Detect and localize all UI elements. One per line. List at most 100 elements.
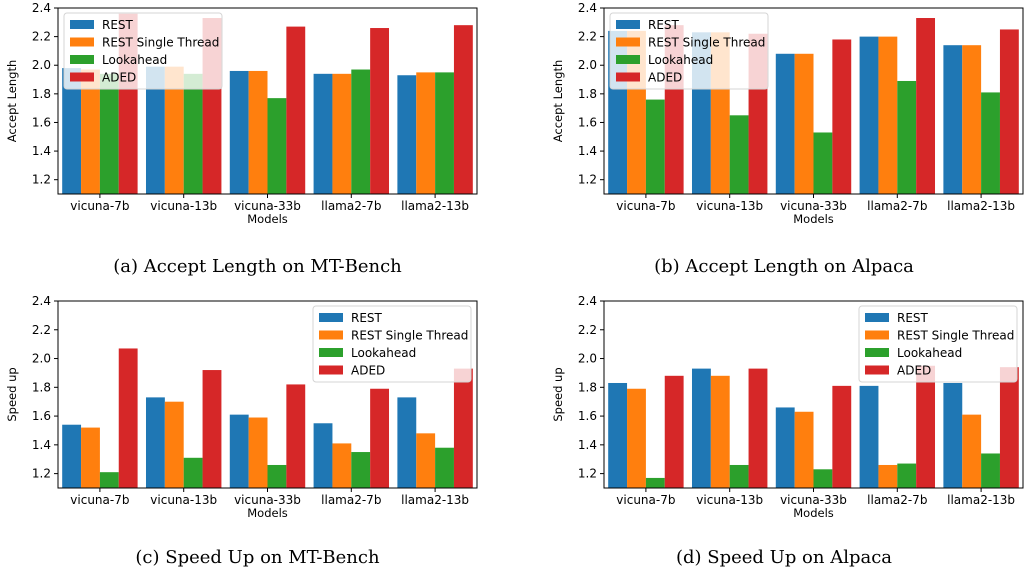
bar-aded-vicuna-7b (119, 348, 138, 488)
bar-rest-llama2-13b (943, 45, 962, 194)
bar-rest-single-thread-llama2-13b (416, 72, 435, 194)
y-axis-title: Accept Length (551, 60, 565, 143)
bar-aded-vicuna-13b (203, 370, 222, 488)
x-tick-label-vicuna-33b: vicuna-33b (234, 493, 301, 507)
y-tick-label: 1.4 (578, 438, 597, 452)
caption-d: (d) Speed Up on Alpaca (538, 547, 1030, 568)
y-axis-title: Accept Length (5, 60, 19, 143)
bar-rest-llama2-13b (397, 75, 416, 194)
legend-label-lookahead: Lookahead (648, 53, 713, 67)
y-tick-label: 1.4 (32, 438, 51, 452)
legend: REST REST Single Thread Lookahead ADED (64, 13, 222, 89)
bar-aded-llama2-13b (1000, 29, 1019, 194)
bar-lookahead-llama2-13b (435, 448, 454, 488)
bar-rest-single-thread-llama2-7b (332, 74, 351, 194)
x-tick-label-vicuna-13b: vicuna-13b (696, 493, 763, 507)
legend-label-aded: ADED (648, 71, 682, 85)
y-tick-label: 1.6 (578, 115, 597, 129)
chart-panel-c: 1.2 1.4 1.6 1.8 2.0 2.2 2.4 vicuna-7b vicuna-13b… (0, 290, 515, 530)
legend-swatch-rest (70, 20, 94, 29)
x-axis-title: Models (793, 212, 834, 226)
y-tick-label: 1.8 (32, 87, 51, 101)
bar-lookahead-vicuna-13b (184, 74, 203, 194)
x-tick-label-vicuna-33b: vicuna-33b (780, 493, 847, 507)
x-tick-label-llama2-7b: llama2-7b (867, 493, 927, 507)
y-tick-label: 2.4 (32, 294, 51, 308)
bar-aded-llama2-13b (454, 25, 473, 194)
bar-rest-vicuna-33b (230, 71, 249, 194)
legend: REST REST Single Thread Lookahead ADED (313, 306, 471, 382)
bar-rest-vicuna-33b (776, 54, 795, 194)
bar-rest-llama2-7b (860, 386, 879, 488)
legend-swatch-aded (616, 73, 640, 82)
legend-label-aded: ADED (351, 364, 385, 378)
bar-rest-single-thread-vicuna-33b (795, 54, 814, 194)
legend: REST REST Single Thread Lookahead ADED (610, 13, 768, 89)
x-tick-label-vicuna-7b: vicuna-7b (616, 493, 675, 507)
x-tick-label-vicuna-33b: vicuna-33b (234, 199, 301, 213)
legend-label-rest: REST (897, 311, 929, 325)
bar-rest-single-thread-llama2-7b (878, 465, 897, 488)
bar-rest-llama2-7b (314, 74, 333, 194)
legend-swatch-lookahead (865, 348, 889, 357)
x-tick-label-llama2-7b: llama2-7b (867, 199, 927, 213)
bar-rest-vicuna-33b (776, 407, 795, 488)
bar-lookahead-llama2-13b (981, 92, 1000, 194)
x-tick-label-llama2-7b: llama2-7b (321, 199, 381, 213)
bar-lookahead-llama2-7b (351, 452, 370, 488)
x-tick-label-vicuna-7b: vicuna-7b (70, 493, 129, 507)
bar-aded-llama2-13b (454, 369, 473, 488)
y-tick-label: 2.2 (32, 323, 51, 337)
x-tick-label-llama2-13b: llama2-13b (401, 493, 469, 507)
x-axis-title: Models (793, 506, 834, 520)
y-tick-label: 2.2 (578, 30, 597, 44)
x-tick-label-llama2-7b: llama2-7b (321, 493, 381, 507)
legend-label-lookahead: Lookahead (351, 346, 416, 360)
bar-aded-vicuna-33b (286, 384, 305, 488)
x-tick-label-vicuna-33b: vicuna-33b (780, 199, 847, 213)
legend-swatch-lookahead (319, 348, 343, 357)
legend-swatch-aded (70, 73, 94, 82)
bar-aded-vicuna-33b (832, 39, 851, 194)
y-tick-label: 2.0 (578, 58, 597, 72)
y-tick-label: 1.2 (32, 173, 51, 187)
bar-lookahead-llama2-13b (981, 453, 1000, 488)
legend-swatch-rest (319, 313, 343, 322)
x-tick-label-vicuna-13b: vicuna-13b (150, 199, 217, 213)
x-axis-title: Models (247, 212, 288, 226)
chart-svg-a: 1.21.41.61.82.02.22.4vicuna-7b vicuna-13b… (0, 0, 515, 245)
x-tick-label-llama2-13b: llama2-13b (401, 199, 469, 213)
y-tick-label: 1.2 (578, 173, 597, 187)
y-tick-label: 1.6 (32, 115, 51, 129)
bar-rest-single-thread-vicuna-33b (249, 71, 268, 194)
chart-svg-b: 1.2 1.4 1.6 1.8 2.0 2.2 2.4 vicuna-7b vicuna-13b… (515, 0, 1030, 245)
bar-rest-vicuna-33b (230, 415, 249, 488)
x-tick-label-llama2-13b: llama2-13b (947, 199, 1015, 213)
legend-label-lookahead: Lookahead (897, 346, 962, 360)
legend-swatch-aded (319, 366, 343, 375)
bar-rest-single-thread-vicuna-13b (711, 376, 730, 488)
bar-lookahead-vicuna-33b (814, 469, 833, 488)
x-tick-label-vicuna-13b: vicuna-13b (150, 493, 217, 507)
y-tick-label: 2.0 (578, 352, 597, 366)
legend-label-rest-single-thread: REST Single Thread (648, 36, 765, 50)
bar-rest-single-thread-llama2-13b (416, 433, 435, 488)
legend-swatch-rest-single-thread (865, 331, 889, 340)
legend-swatch-rest (616, 20, 640, 29)
caption-b: (b) Accept Length on Alpaca (538, 256, 1030, 277)
legend-label-rest-single-thread: REST Single Thread (897, 329, 1014, 343)
y-tick-label: 2.4 (578, 1, 597, 15)
x-axis-title: Models (247, 506, 288, 520)
bar-rest-llama2-13b (943, 383, 962, 488)
bar-rest-single-thread-vicuna-33b (795, 412, 814, 488)
y-tick-label: 2.0 (32, 58, 51, 72)
legend: REST REST Single Thread Lookahead ADED (859, 306, 1017, 382)
bar-rest-single-thread-vicuna-33b (249, 418, 268, 488)
y-tick-label: 2.4 (32, 1, 51, 15)
y-tick-label: 1.8 (578, 380, 597, 394)
x-tick-label-vicuna-7b: vicuna-7b (616, 199, 675, 213)
legend-swatch-lookahead (70, 55, 94, 64)
bar-lookahead-vicuna-13b (730, 115, 749, 194)
bar-rest-single-thread-llama2-7b (332, 443, 351, 488)
